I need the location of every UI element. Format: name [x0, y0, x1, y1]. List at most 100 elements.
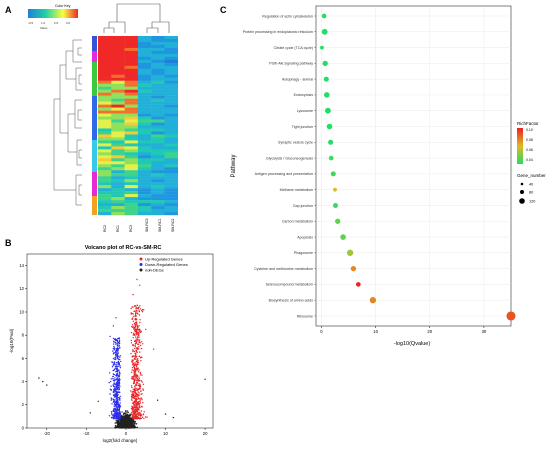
volcano-point — [137, 412, 139, 414]
volcano-point — [131, 356, 134, 358]
heatmap-cell — [111, 152, 125, 156]
richfactor-legend: RichFactor 0.10 0.08 0.06 0.04 — [517, 121, 539, 164]
heatmap-cell — [151, 182, 165, 186]
heatmap-cell — [111, 143, 125, 147]
volcano-point — [204, 378, 206, 380]
heatmap-cell — [124, 149, 139, 153]
volcano-point — [132, 411, 135, 413]
volcano-point — [134, 416, 136, 418]
volcano-point — [118, 405, 121, 408]
heatmap-cell — [164, 140, 178, 144]
heatmap-cell — [137, 137, 152, 141]
volcano-point — [116, 407, 118, 409]
enrichment-x-tick-label: 30 — [482, 329, 487, 334]
column-label: RC3 — [129, 225, 133, 232]
heatmap-cell — [98, 110, 112, 114]
enrichment-pathway-labels: Regulation of actin cytoskeleton Protein … — [243, 14, 316, 318]
heatmap-cell — [137, 107, 152, 111]
volcano-point — [136, 334, 138, 336]
enrichment-bubble — [340, 234, 346, 240]
volcano-point — [139, 357, 142, 359]
heatmap-cell — [151, 95, 165, 99]
volcano-point — [116, 355, 119, 357]
volcano-point — [137, 334, 139, 336]
heatmap-cell — [137, 209, 152, 213]
volcano-point — [114, 393, 117, 396]
volcano-point — [136, 401, 138, 403]
volcano-point — [115, 419, 117, 422]
heatmap-cell — [137, 179, 152, 183]
volcano-point — [113, 340, 115, 342]
heatmap-cell — [137, 38, 152, 43]
volcano-x-tick-label: 0 — [125, 431, 128, 436]
volcano-point — [132, 320, 135, 322]
volcano-point — [125, 426, 127, 428]
heatmap-cell — [124, 83, 139, 87]
volcano-point — [132, 359, 134, 361]
volcano-point — [129, 413, 131, 415]
volcano-point — [135, 365, 138, 368]
volcano-point — [135, 306, 137, 309]
enrichment-bubble — [322, 60, 328, 67]
heatmap-cell — [111, 173, 125, 177]
volcano-point — [112, 415, 114, 417]
volcano-point — [129, 421, 132, 423]
heatmap-cell — [151, 113, 165, 117]
volcano-point — [139, 308, 142, 310]
volcano-point — [119, 347, 121, 349]
heatmap-cell — [151, 92, 165, 96]
volcano-point — [123, 413, 125, 416]
volcano-point — [113, 352, 115, 354]
heatmap-cell — [111, 116, 125, 120]
volcano-point — [131, 318, 133, 320]
volcano-point — [117, 353, 119, 355]
heatmap-cell — [98, 128, 112, 132]
heatmap-cell — [124, 194, 139, 198]
heatmap-cell — [124, 65, 139, 70]
volcano-point — [132, 388, 134, 390]
heatmap-cell — [111, 68, 125, 72]
volcano-point — [133, 422, 135, 424]
volcano-point — [115, 387, 117, 389]
volcano-point — [133, 305, 136, 307]
heatmap-cell — [164, 113, 178, 117]
volcano-point — [114, 367, 117, 369]
heatmap-cell — [124, 143, 139, 147]
volcano-point — [115, 417, 117, 420]
heatmap-cell — [151, 128, 165, 132]
heatmap-cell — [137, 182, 152, 186]
heatmap-cell — [164, 152, 178, 156]
pathway-label: Biosynthesis of amino acids — [269, 299, 314, 303]
heatmap-cell — [111, 77, 125, 81]
heatmap-cell — [111, 119, 125, 123]
heatmap-cell — [151, 38, 165, 43]
volcano-point — [113, 410, 116, 413]
heatmap-cell — [164, 188, 178, 192]
volcano-point — [136, 328, 138, 331]
heatmap-cell — [151, 104, 165, 108]
color-key: Color Key -0.5 1.0 2.0 3.0 Value — [28, 4, 78, 30]
heatmap-cell — [137, 68, 152, 72]
heatmap-cell — [137, 119, 152, 123]
volcano-point — [116, 398, 118, 400]
volcano-point — [135, 402, 137, 405]
volcano-point — [118, 374, 120, 377]
volcano-point — [134, 396, 137, 398]
volcano-point — [131, 359, 133, 361]
heatmap-cell — [164, 92, 178, 96]
row-cluster-sidebar — [92, 36, 97, 215]
volcano-point — [114, 377, 116, 379]
enrichment-x-tick-label: 20 — [427, 329, 432, 334]
volcano-point — [132, 313, 134, 315]
volcano-point — [136, 379, 138, 382]
heatmap-cell — [164, 89, 178, 93]
heatmap-cell — [151, 119, 165, 123]
volcano-point — [137, 331, 140, 334]
volcano-point — [133, 382, 136, 384]
heatmap-cell — [151, 131, 165, 135]
heatmap-cell — [151, 209, 165, 213]
volcano-point — [125, 415, 128, 418]
heatmap-cell — [164, 98, 178, 102]
heatmap-cell — [151, 206, 165, 210]
volcano-point — [113, 415, 115, 417]
